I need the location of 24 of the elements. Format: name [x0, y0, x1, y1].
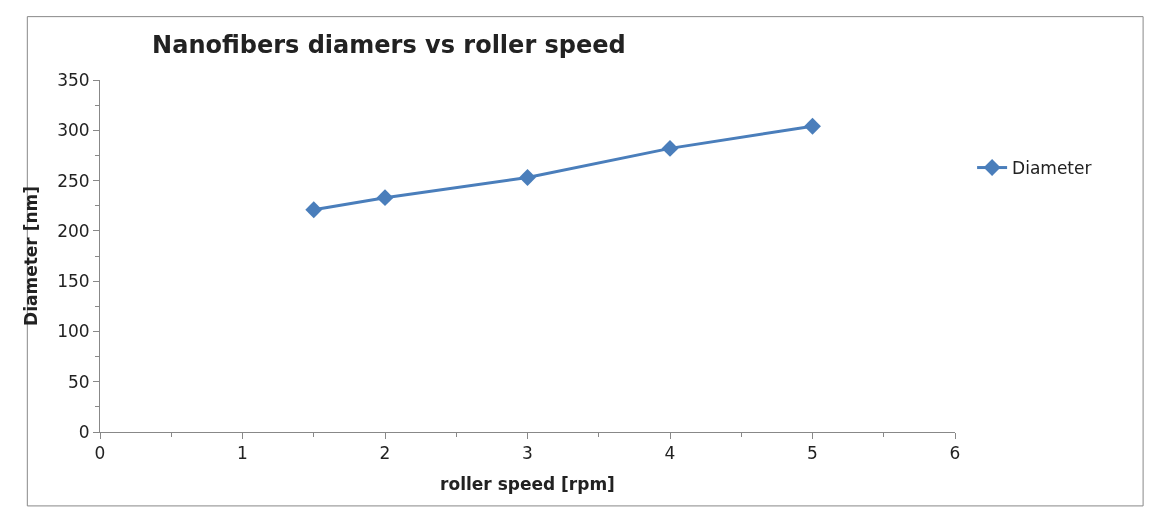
y-tick-label: 150 [57, 271, 90, 292]
point [305, 201, 323, 219]
y-axis-title: Diameter [nm] [20, 186, 41, 326]
y-tick-label: 250 [57, 170, 90, 191]
y-tick-label: 350 [57, 69, 90, 90]
y-tick-label: 300 [57, 120, 90, 141]
y-tick-label: 0 [78, 421, 90, 442]
point [376, 189, 394, 207]
y-tick-label: 50 [67, 371, 90, 392]
x-tick-label: 0 [94, 443, 106, 464]
x-tick-label: 4 [664, 443, 676, 464]
point [804, 117, 821, 135]
chart-title: Nanofibers diamers vs roller speed [152, 31, 626, 60]
x-tick-label: 3 [522, 443, 533, 464]
legend-label: Diameter [1012, 158, 1092, 179]
x-axis-title: roller speed [rpm] [440, 473, 615, 494]
x-tick-label: 6 [949, 443, 961, 464]
point [519, 169, 536, 186]
point [661, 139, 679, 157]
y-tick-label: 100 [57, 321, 90, 342]
x-tick-label: 5 [807, 443, 818, 464]
x-tick-label: 1 [237, 443, 248, 464]
x-tick-label: 2 [379, 443, 391, 464]
y-tick-label: 200 [57, 220, 90, 241]
